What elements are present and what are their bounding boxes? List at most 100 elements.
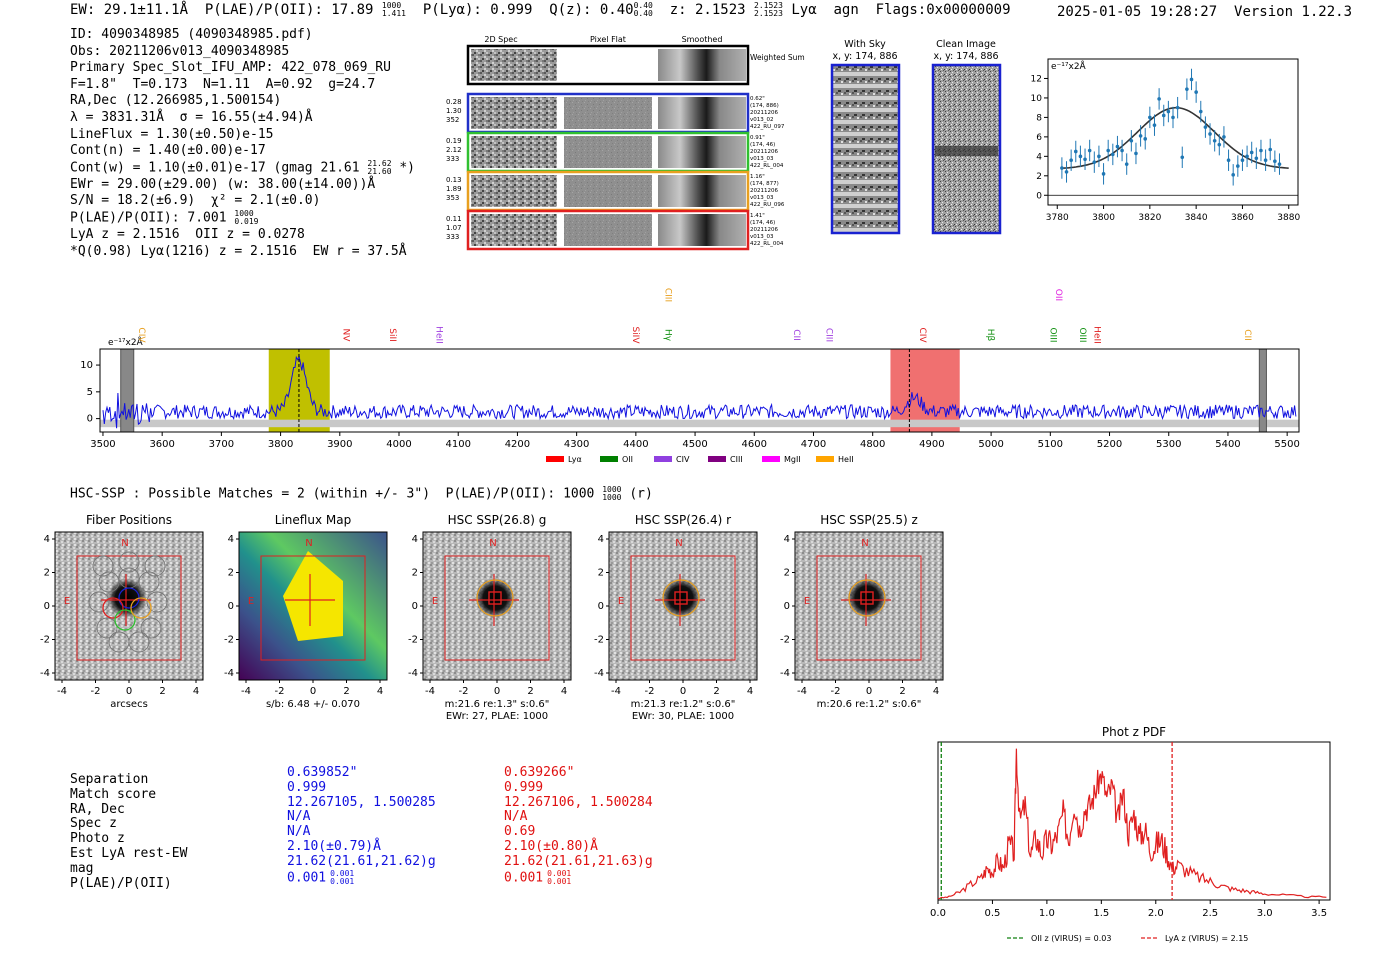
cutout-right-label: 422_RU_097 bbox=[750, 124, 785, 130]
line-fit-chart: 3780 3800 3820 3840 3860 3880 0 2 4 6 8 10 12 e⁻¹⁷x2Å bbox=[1031, 58, 1300, 223]
x-tick-label: 0 bbox=[494, 686, 500, 697]
timestamp: 2025-01-05 19:28:27 bbox=[1057, 4, 1218, 20]
version: Version 1.22.3 bbox=[1234, 4, 1353, 20]
data-point bbox=[1101, 172, 1106, 176]
info-lineflux: LineFlux = 1.30(±0.50)e-15 bbox=[70, 126, 274, 142]
data-point bbox=[1185, 87, 1189, 91]
data-point bbox=[1189, 77, 1194, 82]
x-tick-label: 2 bbox=[343, 686, 349, 697]
z-lo: 2.1523 bbox=[754, 9, 783, 18]
cutout-left-label: 1.30 bbox=[446, 107, 462, 115]
x-tick-label: 0 bbox=[310, 686, 316, 697]
data-point bbox=[1129, 138, 1134, 143]
match-label: P(LAE)/P(OII) bbox=[70, 875, 172, 891]
lineflux-peak bbox=[283, 551, 343, 641]
phot-z-pdf-chart: Phot z PDF 0.0 0.5 1.0 1.5 2.0 2.5 3.0 3.5 OII z … bbox=[930, 725, 1331, 943]
y-tick-label: 0 bbox=[87, 414, 93, 425]
agn-text: agn bbox=[833, 2, 859, 18]
compass-north: N bbox=[121, 538, 128, 549]
cutout-left-label: 1.07 bbox=[446, 224, 462, 232]
data-point bbox=[1203, 125, 1208, 129]
cutout-right-label: 0.62" bbox=[750, 96, 765, 102]
info-id: ID: 4090348985 (4090348985.pdf) bbox=[70, 27, 313, 42]
source-blob bbox=[847, 578, 887, 618]
match-value: 0.999 bbox=[287, 779, 327, 795]
cutout-right-label: (174, 46) bbox=[750, 220, 775, 226]
y-tick-label: 4 bbox=[598, 534, 604, 545]
hsc-hi: 1000 bbox=[602, 485, 622, 494]
data-point bbox=[1263, 158, 1268, 163]
source-blob bbox=[661, 578, 701, 618]
x-tick-label: 5100 bbox=[1038, 439, 1063, 450]
x-tick-label: 3.0 bbox=[1257, 908, 1273, 919]
y-tick-label: -4 bbox=[594, 668, 604, 679]
y-tick-label: 10 bbox=[80, 360, 93, 371]
plae2-hi: 1000 bbox=[234, 209, 254, 219]
line-label: Hβ bbox=[985, 329, 995, 342]
contw-end: *) bbox=[399, 160, 415, 176]
match-label: Spec z bbox=[70, 816, 117, 832]
legend-lya-label: LyA z (VIRUS) = 2.15 bbox=[1165, 934, 1248, 943]
line-label: CII bbox=[1242, 329, 1252, 341]
spectrum-line bbox=[102, 354, 1297, 429]
hsc-summary-text: HSC-SSP : Possible Matches = 2 (within +… bbox=[70, 486, 595, 502]
x-tick-label: 4700 bbox=[801, 439, 826, 450]
data-point bbox=[1249, 150, 1254, 155]
legend-label: Lyα bbox=[568, 455, 582, 464]
x-tick-label: 5000 bbox=[978, 439, 1003, 450]
masked-band bbox=[1258, 348, 1267, 433]
match-value: 21.62(21.61,21.62)g bbox=[287, 853, 436, 869]
plot-frame bbox=[1047, 58, 1299, 206]
y-tick-label: 2 bbox=[412, 568, 418, 579]
cutout-right-label: 20211206 bbox=[750, 188, 778, 194]
data-point bbox=[1111, 152, 1115, 157]
match-value: N/A bbox=[287, 809, 311, 825]
compass-east: E bbox=[432, 596, 438, 607]
match-value: 12.267106, 1.500284 bbox=[504, 794, 653, 810]
data-point bbox=[1226, 158, 1231, 163]
data-point bbox=[1073, 149, 1078, 154]
legend-label: HeII bbox=[838, 455, 854, 464]
fiber-circle bbox=[98, 571, 120, 593]
legend-swatch bbox=[546, 456, 564, 462]
x-tick-label: -4 bbox=[241, 686, 251, 697]
match-value: N/A bbox=[287, 824, 311, 840]
match-label: Photo z bbox=[70, 831, 125, 847]
y-tick-label: -4 bbox=[408, 668, 418, 679]
match-value: 0.639852" bbox=[287, 765, 358, 780]
match-value: 12.267105, 1.500285 bbox=[287, 794, 436, 810]
cutout-left-label: 333 bbox=[446, 155, 459, 163]
info-lambda: λ = 3831.31Å σ = 16.55(±4.94)Å bbox=[70, 109, 313, 125]
x-tick-label: 5300 bbox=[1156, 439, 1181, 450]
cutout-smoothed bbox=[658, 97, 746, 129]
line-label: HeII bbox=[1092, 326, 1102, 344]
match-value: 0.69 bbox=[504, 824, 536, 840]
x-tick-label: 3700 bbox=[209, 439, 234, 450]
fiber-circle bbox=[146, 591, 168, 613]
x-tick-label: 5400 bbox=[1215, 439, 1240, 450]
y-tick-label: -4 bbox=[40, 668, 50, 679]
cutout-right-label: 20211206 bbox=[750, 227, 778, 233]
data-point bbox=[1277, 162, 1282, 166]
x-tick-label: 2.5 bbox=[1202, 908, 1218, 919]
cutout-left-label: 333 bbox=[446, 233, 459, 241]
x-tick-label: 3500 bbox=[90, 439, 115, 450]
fiber-circle bbox=[138, 571, 160, 593]
x-tick-label: 2 bbox=[713, 686, 719, 697]
y-tick-label: 4 bbox=[412, 534, 418, 545]
y-axis-unit: e⁻¹⁷x2Å bbox=[1051, 60, 1087, 72]
weighted-label: Weighted Sum bbox=[750, 53, 805, 62]
compass-north: N bbox=[675, 538, 682, 549]
info-params: F=1.8" T=0.173 N=1.11 A=0.92 g=24.7 bbox=[70, 76, 376, 92]
line-label: CIV bbox=[917, 327, 927, 343]
cutout-smoothed bbox=[658, 136, 746, 168]
match-column-1: 0.639852" 0.999 12.267105, 1.500285 N/A N/A 2… bbox=[287, 765, 436, 886]
match-value: 0.999 bbox=[504, 779, 544, 795]
aperture-box bbox=[444, 555, 550, 661]
info-sn: S/N = 18.2(±6.9) χ² = 2.1(±0.0) bbox=[70, 193, 321, 209]
data-point bbox=[1222, 135, 1226, 139]
y-axis-unit: e⁻¹⁷x2Å bbox=[108, 336, 144, 348]
x-tick-label: 1.5 bbox=[1093, 908, 1109, 919]
source-marker bbox=[488, 591, 502, 605]
data-point bbox=[1120, 148, 1124, 153]
